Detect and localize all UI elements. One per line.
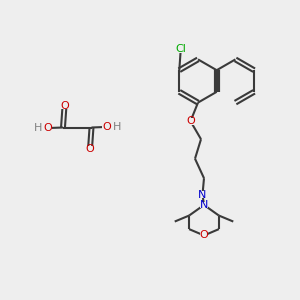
Bar bbox=[87, 146, 93, 152]
Bar bbox=[200, 232, 208, 239]
Text: O: O bbox=[44, 123, 52, 133]
Bar bbox=[175, 44, 187, 53]
Bar bbox=[61, 103, 68, 109]
Text: N: N bbox=[198, 190, 207, 200]
Bar bbox=[102, 124, 111, 130]
Text: Cl: Cl bbox=[176, 44, 186, 54]
Bar bbox=[187, 118, 194, 124]
Text: O: O bbox=[85, 144, 94, 154]
Bar bbox=[200, 202, 208, 208]
Text: O: O bbox=[102, 122, 111, 132]
Text: H: H bbox=[34, 123, 42, 133]
Bar bbox=[199, 191, 206, 198]
Text: O: O bbox=[186, 116, 195, 126]
Text: N: N bbox=[200, 200, 208, 210]
Text: H: H bbox=[112, 122, 121, 132]
Bar bbox=[44, 125, 52, 131]
Text: O: O bbox=[200, 230, 208, 241]
Text: O: O bbox=[60, 101, 69, 111]
